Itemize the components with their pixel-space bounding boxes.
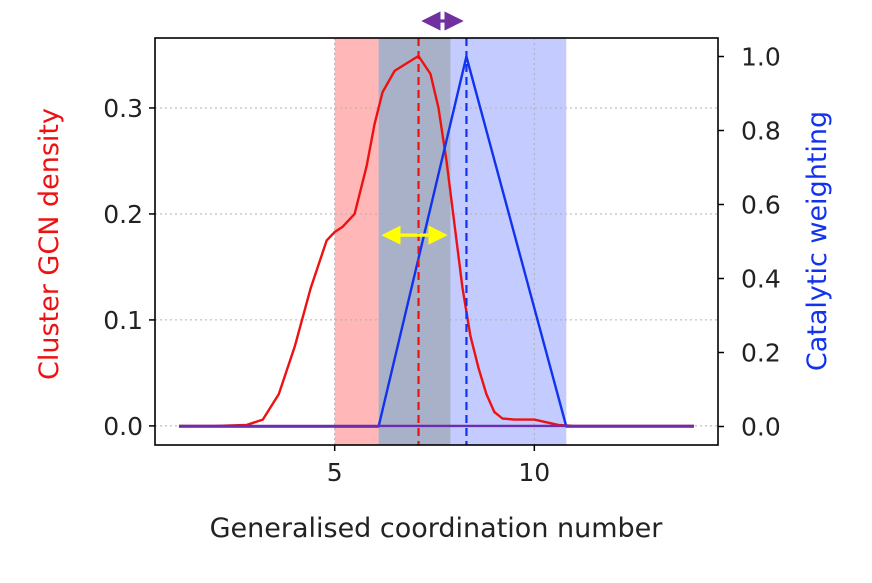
y-right-tick-label-4: 0.8 <box>741 117 781 146</box>
y-left-axis-label: Cluster GCN density <box>34 108 65 380</box>
y-right-tick-label-2: 0.4 <box>741 265 781 294</box>
y-right-tick-label-5: 1.0 <box>741 43 781 72</box>
x-tick-label-1: 10 <box>518 458 550 487</box>
peak-markers <box>417 38 468 445</box>
y-right-axis-label: Catalytic weighting <box>802 111 833 371</box>
axis-ticks: 5 10 0.0 0.1 0.2 0.3 0.0 0.2 0.4 0.6 0.8 1.0 <box>103 43 781 488</box>
x-tick-label-0: 5 <box>327 458 343 487</box>
y-right-tick-label-0: 0.0 <box>741 413 781 442</box>
y-right-tick-label-3: 0.6 <box>741 191 781 220</box>
y-left-tick-label-2: 0.2 <box>103 200 143 229</box>
plot-frame <box>154 37 719 446</box>
x-axis-label: Generalised coordination number <box>210 513 664 544</box>
annotation-arrows <box>381 11 464 245</box>
shaded-region-0 <box>334 38 379 445</box>
y-left-tick-label-0: 0.0 <box>103 412 143 441</box>
y-left-tick-label-1: 0.1 <box>103 306 143 335</box>
y-left-tick-label-3: 0.3 <box>103 94 143 123</box>
shaded-regions <box>334 38 567 445</box>
y-right-tick-label-1: 0.2 <box>741 339 781 368</box>
shaded-region-2 <box>450 38 567 445</box>
